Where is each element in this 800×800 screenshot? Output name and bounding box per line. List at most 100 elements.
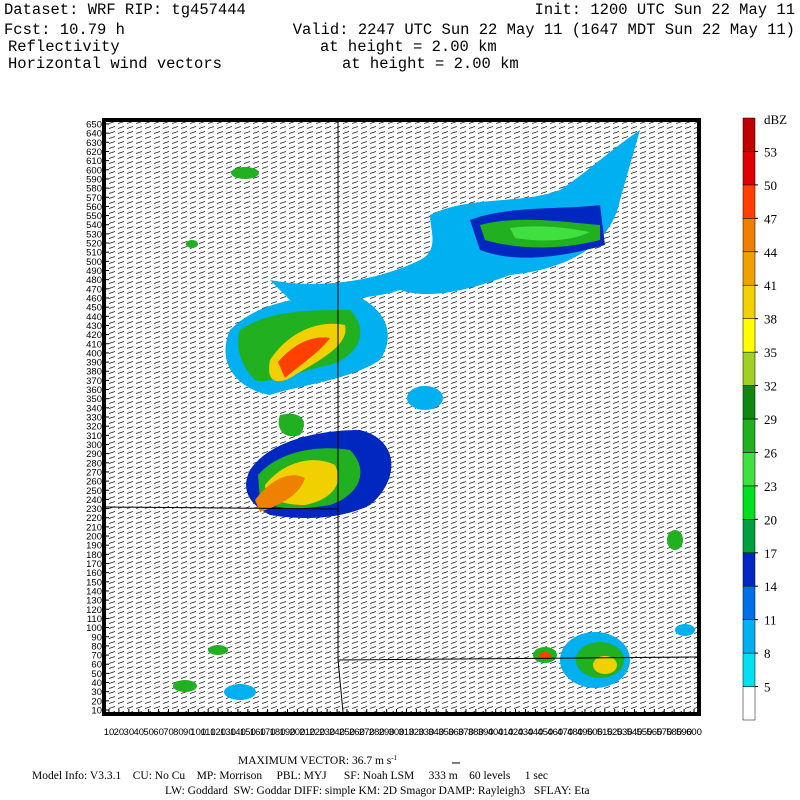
x-tick-label: 370 [458,727,474,738]
x-tick-label: 220 [309,727,325,738]
y-tick-label: 390 [86,358,102,369]
y-tick-label: 560 [86,202,102,213]
y-tick-label: 450 [86,303,102,314]
y-tick-label: 650 [86,120,102,131]
y-tick-label: 10 [91,706,102,717]
boundaries [106,122,697,712]
colorbar-swatch [742,686,756,721]
x-tick-label: 140 [230,727,246,738]
colorbar-label: 32 [764,379,777,394]
x-tick-label: 180 [270,727,286,738]
colorbar-unit: dBZ [764,112,787,127]
colorbar-label: 20 [764,512,777,527]
x-tick-label: 550 [636,727,652,738]
x-tick-label: 270 [359,727,375,738]
field-name: Reflectivity [8,38,120,56]
colorbar-swatch [742,652,756,687]
x-tick-label: 10 [104,727,115,738]
x-tick-label: 380 [468,727,484,738]
x-tick-label: 160 [250,727,266,738]
colorbar-swatch [742,351,756,386]
forecast-hour: Fcst: 10.79 h [4,21,125,39]
y-tick-label: 70 [91,651,102,662]
colorbar-label: 53 [764,144,777,159]
y-tick-label: 200 [86,532,102,543]
x-tick-label: 20 [114,727,125,738]
x-tick-label: 580 [666,727,682,738]
x-tick-label: 440 [527,727,543,738]
x-tick-label: 60 [153,727,164,738]
y-tick-label: 510 [86,248,102,259]
colorbar-label: 14 [764,579,778,594]
y-tick-label: 440 [86,312,102,323]
map-area [106,122,697,712]
y-tick-label: 460 [86,293,102,304]
x-tick-label: 520 [607,727,623,738]
y-tick-label: 250 [86,486,102,497]
y-tick-label: 210 [86,522,102,533]
dataset: Dataset: WRF RIP: tg457444 [4,1,246,19]
field-name: Horizontal wind vectors [8,55,222,73]
x-tick-label: 530 [617,727,633,738]
y-tick-label: 50 [91,669,102,680]
y-tick-label: 370 [86,376,102,387]
y-tick-label: 300 [86,440,102,451]
y-tick-label: 90 [91,632,102,643]
y-tick-label: 230 [86,504,102,515]
y-tick-label: 420 [86,330,102,341]
x-tick-label: 390 [478,727,494,738]
colorbar-swatch [742,184,756,219]
y-tick-label: 100 [86,623,102,634]
x-tick-label: 40 [133,727,144,738]
x-tick-label: 560 [646,727,662,738]
y-tick-label: 580 [86,184,102,195]
physics-info: LW: Goddard SW: Goddar DIFF: simple KM: … [165,785,590,797]
x-tick-label: 190 [280,727,296,738]
x-tick-label: 350 [438,727,454,738]
colorbar-swatch [742,519,756,554]
x-tick-label: 360 [448,727,464,738]
y-tick-label: 170 [86,559,102,570]
colorbar-swatch [742,385,756,420]
colorbar-label: 8 [764,646,771,661]
x-tick-label: 210 [299,727,315,738]
y-tick-label: 330 [86,413,102,424]
init-time: Init: 1200 UTC Sun 22 May 11 [535,1,795,19]
x-tick-label: 250 [339,727,355,738]
y-tick-label: 340 [86,403,102,414]
x-tick-label: 110 [201,727,216,738]
max-vector-label: MAXIMUM VECTOR: 36.7 m s [238,755,392,767]
y-tick-label: 350 [86,394,102,405]
x-tick-label: 280 [369,727,385,738]
y-tick-label: 290 [86,449,102,460]
x-tick-label: 290 [379,727,395,738]
x-tick-label: 240 [329,727,345,738]
reflectivity [173,130,695,700]
y-tick-label: 480 [86,275,102,286]
y-tick-label: 270 [86,467,102,478]
colorbar-label: 41 [764,278,777,293]
x-tick-label: 130 [220,727,236,738]
colorbar-swatch [742,452,756,487]
x-tick-label: 540 [627,727,643,738]
x-tick-label: 570 [656,727,672,738]
x-tick-label: 150 [240,727,256,738]
model-info: Model Info: V3.3.1 CU: No Cu MP: Morriso… [32,770,548,782]
y-tick-label: 470 [86,284,102,295]
y-tick-label: 530 [86,229,102,240]
colorbar-label: 23 [764,479,777,494]
x-tick-label: 590 [676,727,692,738]
colorbar-label: 29 [764,412,777,427]
colorbar-swatch [742,418,756,453]
y-tick-label: 590 [86,174,102,185]
x-tick-label: 510 [597,727,613,738]
max-vector: MAXIMUM VECTOR: 36.7 m s-1 [238,754,398,767]
x-tick-label: 430 [518,727,534,738]
x-tick-label: 400 [488,727,504,738]
y-tick-label: 550 [86,211,102,222]
y-tick-label: 540 [86,220,102,231]
y-tick-label: 400 [86,348,102,359]
y-tick-label: 160 [86,568,102,579]
x-tick-label: 260 [349,727,365,738]
